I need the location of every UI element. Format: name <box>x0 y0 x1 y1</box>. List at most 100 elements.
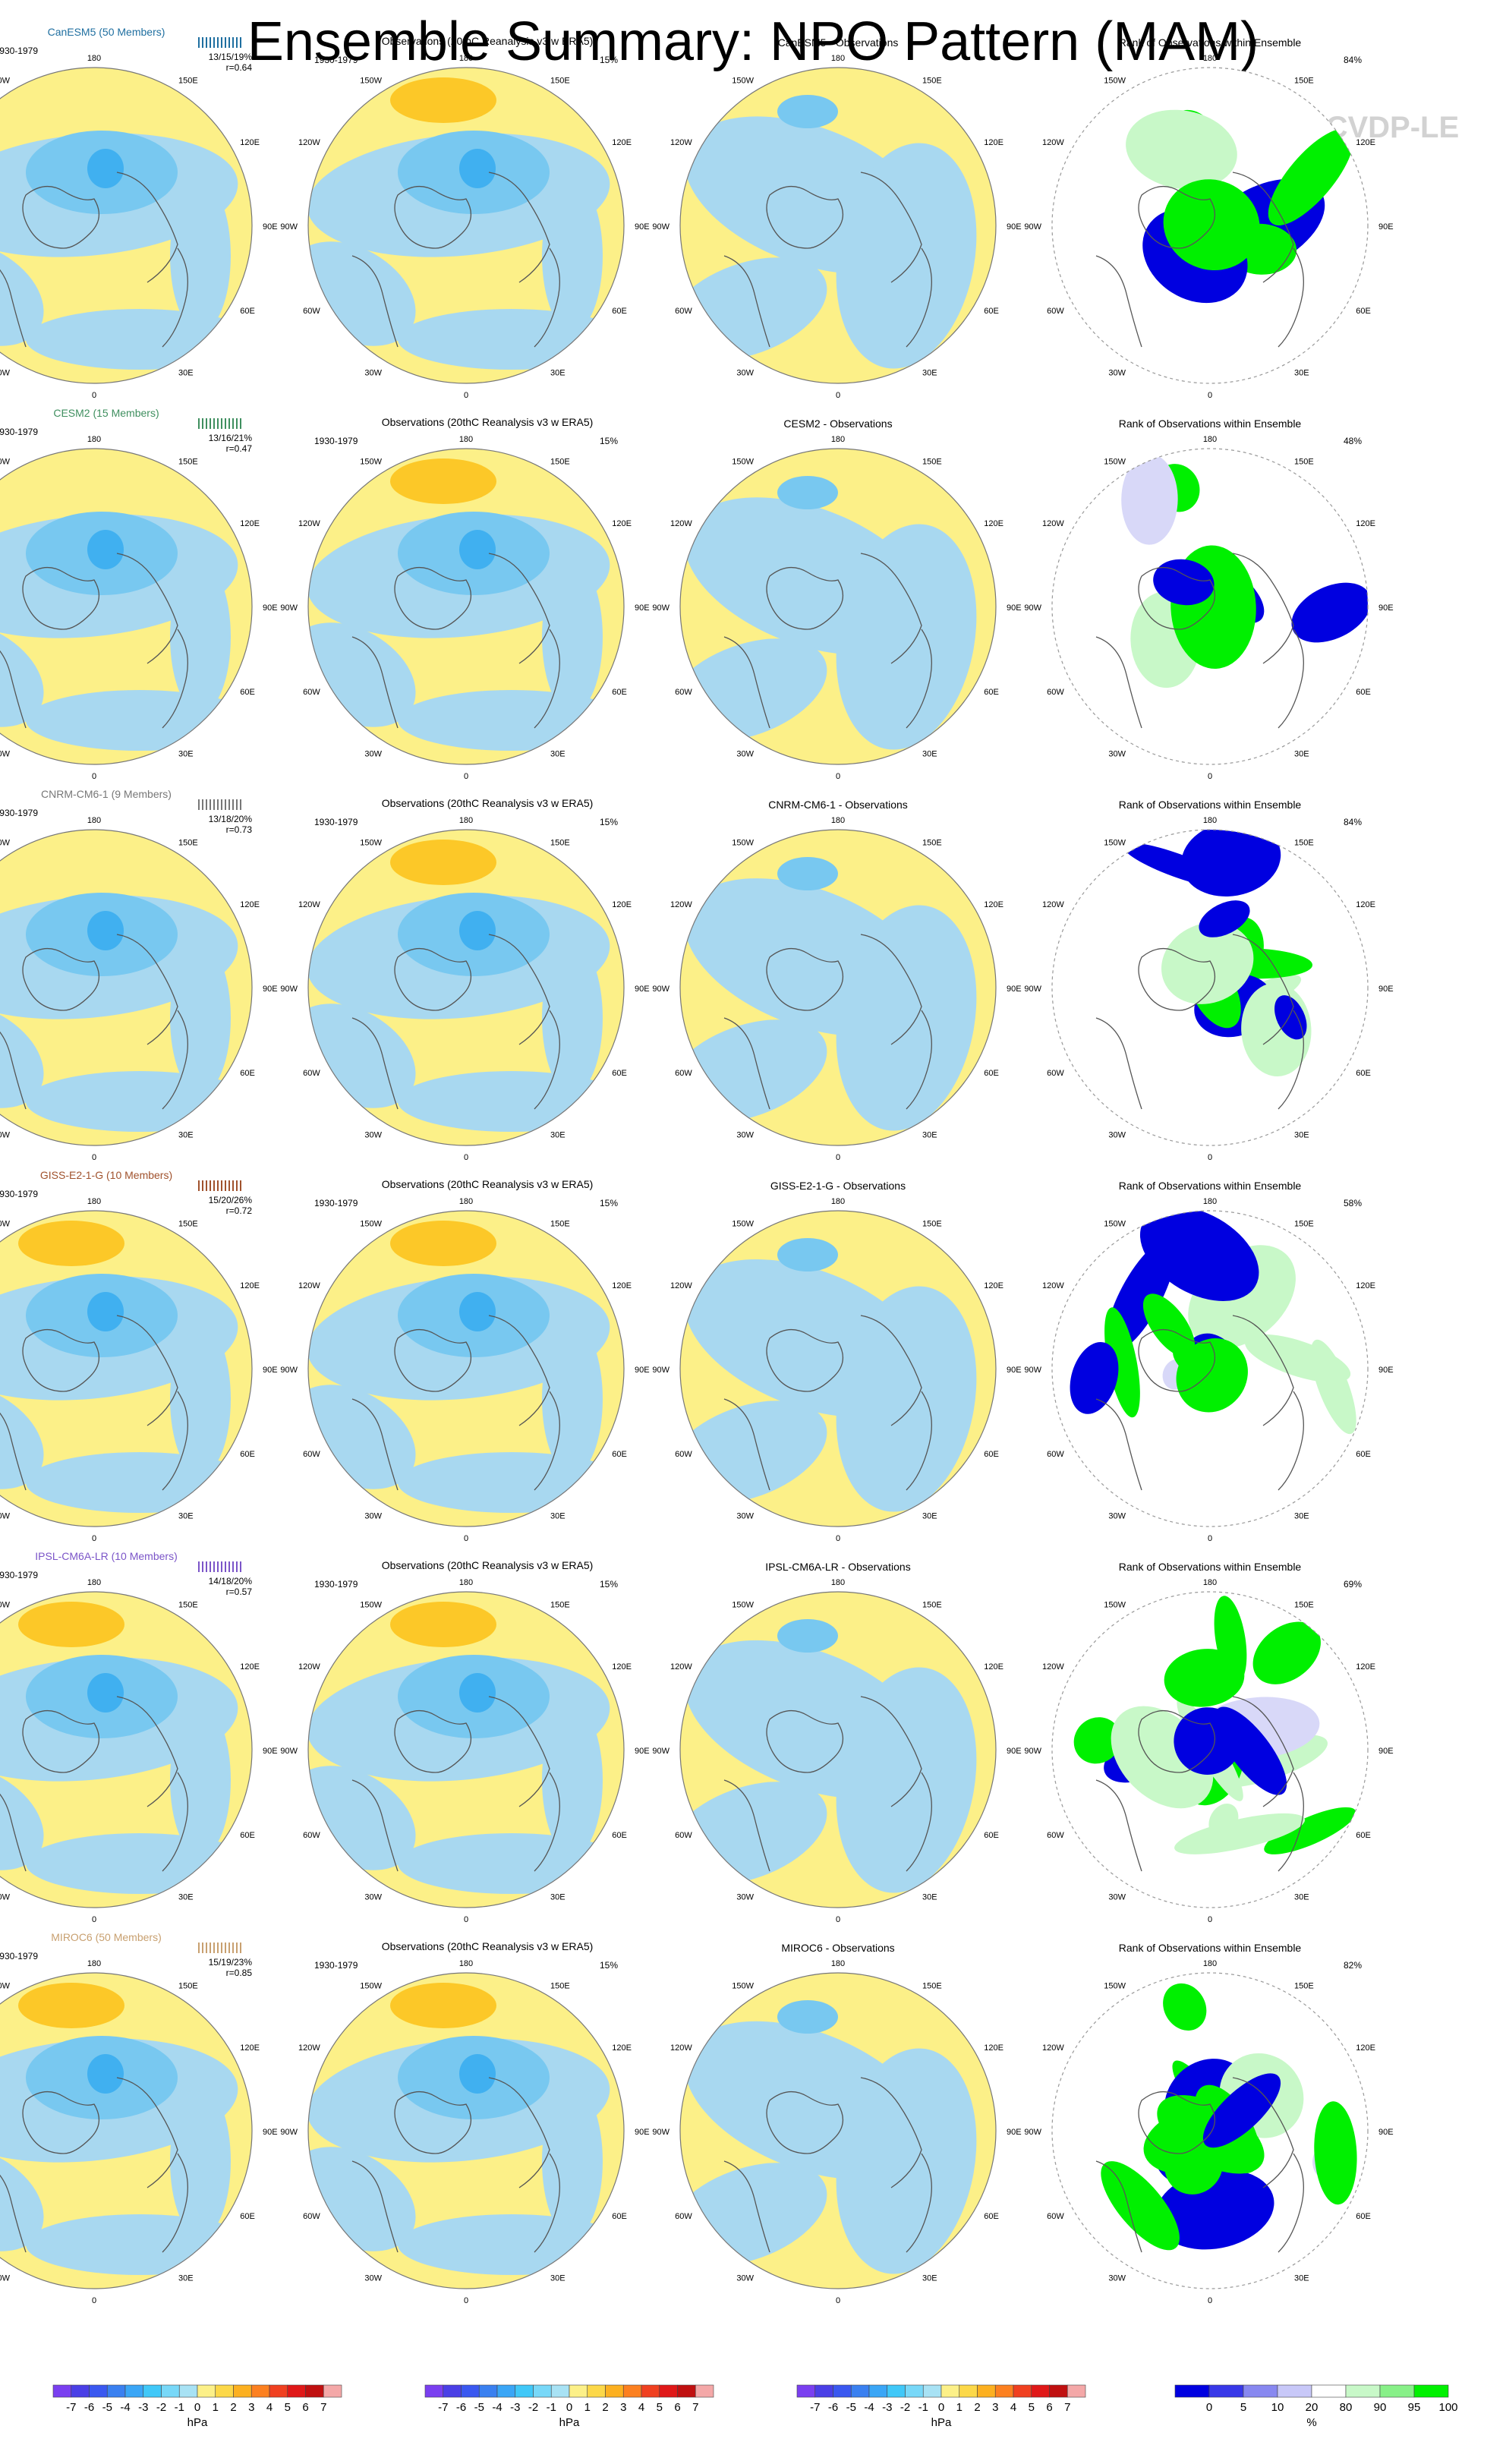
lon-label: 90W <box>652 1747 670 1756</box>
colorbar-tick-label: -4 <box>864 2401 874 2414</box>
lon-label: 30E <box>550 368 566 377</box>
negative-anomaly-core <box>87 911 124 950</box>
rank-title: Rank of Observations within Ensemble <box>1119 1180 1302 1192</box>
map-rim <box>307 448 625 765</box>
lon-label: 90E <box>1007 985 1022 994</box>
negative-anomaly-region <box>170 561 231 713</box>
lon-label: 60E <box>984 307 999 316</box>
colorbar-swatch <box>677 2384 696 2398</box>
page-title: Ensemble Summary: NPO Pattern (MAM) <box>247 11 1259 72</box>
negative-anomaly-core <box>777 2000 838 2034</box>
lon-label: 180 <box>459 435 473 444</box>
rank-region <box>1153 559 1215 606</box>
lon-label: 0 <box>1208 2296 1212 2305</box>
positive-anomaly-core <box>390 1983 496 2028</box>
lon-label: 180 <box>831 435 845 444</box>
lon-label: 150E <box>922 1601 942 1610</box>
colorbar-tick-label: -3 <box>138 2401 148 2414</box>
negative-anomaly-region <box>836 1286 977 1512</box>
lon-label: 60E <box>1356 688 1371 697</box>
lon-label: 150W <box>1104 458 1126 467</box>
coastline <box>723 2077 932 2253</box>
lon-label: 120W <box>298 1281 320 1290</box>
lon-label: 90E <box>1378 1747 1394 1756</box>
colorbar-swatch <box>1277 2384 1312 2398</box>
rank-region <box>1139 1211 1259 1301</box>
model-title: MIROC6 (50 Members) <box>51 1931 161 1943</box>
lon-label: 60E <box>240 307 255 316</box>
map-rim <box>0 1210 253 1527</box>
map-rim <box>679 829 997 1146</box>
lon-label: 0 <box>464 772 468 781</box>
lon-label: 180 <box>459 1197 473 1206</box>
lon-label: 150E <box>178 77 198 86</box>
lon-label: 90E <box>635 2128 650 2137</box>
lon-label: 60E <box>612 307 627 316</box>
map-rim <box>0 67 253 384</box>
lon-label: 30W <box>736 2273 754 2283</box>
negative-anomaly-region <box>398 2214 624 2275</box>
lon-label: 120W <box>670 2043 692 2053</box>
colorbar-tick-label: 2 <box>602 2401 608 2414</box>
lon-label: 90W <box>652 2128 670 2137</box>
lon-label: 90W <box>652 985 670 994</box>
lon-label: 120E <box>612 900 632 909</box>
lon-label: 30E <box>178 1130 194 1139</box>
colorbar-tick-label: -7 <box>66 2401 76 2414</box>
colorbar-tick-label: 5 <box>285 2401 291 2414</box>
colorbar-swatch <box>887 2384 906 2398</box>
map-panel-diff: 180 150E 120E 90E 60E 30E 0 30W 60W 90W 120W 150W <box>652 1959 1021 2305</box>
coastline <box>1095 1315 1304 1491</box>
lon-label: 120E <box>240 1281 260 1290</box>
lon-label: 30W <box>364 1511 382 1520</box>
pattern-stats: 14/18/20% <box>209 1576 253 1586</box>
lon-label: 60W <box>303 307 320 316</box>
diff-title: MIROC6 - Observations <box>781 1942 894 1954</box>
lon-label: 0 <box>92 391 96 400</box>
lon-label: 150E <box>1294 77 1314 86</box>
map-rim <box>679 1972 997 2289</box>
diff-title: IPSL-CM6A-LR - Observations <box>765 1561 910 1573</box>
lon-label: 30E <box>1294 368 1309 377</box>
negative-anomaly-core <box>87 1292 124 1331</box>
map-panel-obs: 180 150E 120E 90E 60E 30E 0 30W 60W 90W 120W 150W <box>280 1578 649 1924</box>
colorbar-tick-label: 7 <box>320 2401 326 2414</box>
lon-label: 30W <box>364 749 382 758</box>
lon-label: 150W <box>732 1220 754 1229</box>
rank-title: Rank of Observations within Ensemble <box>1119 417 1302 430</box>
rank-region <box>1163 179 1260 271</box>
negative-anomaly-region <box>836 2048 977 2274</box>
map-rim <box>0 829 253 1146</box>
rank-region <box>1244 1334 1351 1383</box>
coastline <box>723 1696 932 1872</box>
lon-label: 90W <box>280 603 298 613</box>
map-rim <box>679 67 997 384</box>
lon-label: 120E <box>240 138 260 147</box>
ensemble-spread-glyph <box>198 418 241 429</box>
colorbar-tick-label: 20 <box>1306 2401 1319 2414</box>
negative-anomaly-region <box>170 180 231 332</box>
negative-anomaly-region <box>0 1766 44 1870</box>
lon-label: 90E <box>263 985 278 994</box>
lon-label: 120E <box>984 1662 1003 1672</box>
colorbar-swatch <box>850 2384 870 2398</box>
negative-anomaly-region <box>170 1323 231 1475</box>
colorbar-tick-label: -1 <box>918 2401 928 2414</box>
lon-label: 150W <box>1104 1601 1126 1610</box>
period-label: 1930-1979 <box>0 808 38 818</box>
diff-title: GISS-E2-1-G - Observations <box>770 1180 906 1192</box>
colorbar-tick-label: 7 <box>1064 2401 1070 2414</box>
rank-region <box>1161 922 1254 1004</box>
negative-anomaly-region <box>542 1704 603 1856</box>
negative-anomaly-region <box>26 690 252 751</box>
lon-label: 30W <box>0 1130 11 1139</box>
lon-label: 90E <box>263 1747 278 1756</box>
period-label: 1930-1979 <box>314 436 358 446</box>
lon-label: 180 <box>459 1578 473 1587</box>
lon-label: 180 <box>87 1578 101 1587</box>
colorbar-swatch <box>550 2384 570 2398</box>
lon-label: 150W <box>0 1601 11 1610</box>
colorbar-tick-label: -6 <box>456 2401 466 2414</box>
